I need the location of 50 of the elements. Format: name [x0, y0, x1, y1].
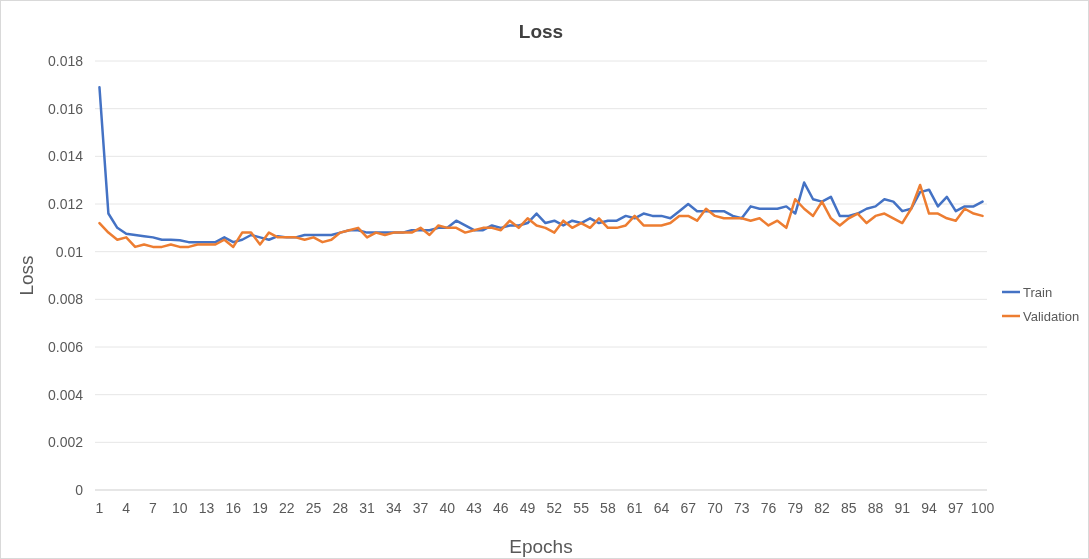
x-tick-label: 88: [867, 500, 884, 516]
y-tick-label: 0.014: [47, 148, 84, 165]
line-series: [98, 183, 984, 249]
x-tick-label: 64: [653, 500, 670, 516]
x-tick-label: 79: [787, 500, 804, 516]
x-tick-label: 40: [439, 500, 456, 516]
x-tick-label: 82: [814, 500, 830, 516]
x-tick-label: 73: [733, 500, 750, 516]
x-tick-label: 1: [95, 500, 104, 516]
x-tick-label: 97: [947, 500, 964, 516]
x-tick-label: 55: [573, 500, 590, 516]
x-tick-label: 43: [466, 500, 483, 516]
x-tick-label: 46: [493, 500, 509, 516]
y-tick-label: 0.004: [47, 386, 84, 403]
x-tick-label: 19: [252, 500, 269, 516]
x-tick-label: 67: [680, 500, 697, 516]
x-tick-label: 16: [225, 500, 242, 516]
x-tick-label: 13: [198, 500, 215, 516]
y-tick-label: 0: [75, 481, 84, 498]
x-tick-label: 7: [149, 500, 158, 516]
x-tick-label: 10: [171, 500, 188, 516]
x-tick-label: 28: [332, 500, 349, 516]
x-tick-label: 61: [626, 500, 643, 516]
y-tick-label: 0.012: [47, 195, 84, 212]
chart-title: Loss: [518, 21, 564, 42]
y-axis-title: Loss: [16, 255, 37, 296]
x-tick-label: 22: [278, 500, 295, 516]
x-tick-label: 49: [519, 500, 536, 516]
y-tick-label: 0.018: [47, 52, 84, 69]
x-tick-label: 37: [412, 500, 429, 516]
y-tick-label: 0.002: [47, 434, 84, 451]
x-tick-label: 70: [707, 500, 723, 516]
x-tick-label: 76: [760, 500, 777, 516]
y-tick-label: 0.01: [55, 243, 84, 260]
x-tick-label: 25: [305, 500, 322, 516]
x-tick-label: 31: [359, 500, 376, 516]
x-tick-label: 4: [122, 500, 131, 516]
y-tick-label: 0.016: [47, 100, 84, 117]
x-tick-label: 34: [386, 500, 402, 516]
x-tick-label: 58: [600, 500, 616, 516]
x-tick-label: 100: [970, 500, 995, 516]
x-tick-label: 85: [840, 500, 857, 516]
x-tick-label: 94: [921, 500, 938, 516]
x-tick-label: 91: [894, 500, 911, 516]
x-axis-title: Epochs: [509, 536, 573, 557]
legend-label: Validation: [1023, 308, 1080, 324]
x-tick-label: 52: [546, 500, 563, 516]
legend-label: Train: [1023, 284, 1053, 300]
y-tick-label: 0.008: [47, 291, 84, 308]
y-tick-label: 0.006: [47, 338, 84, 355]
